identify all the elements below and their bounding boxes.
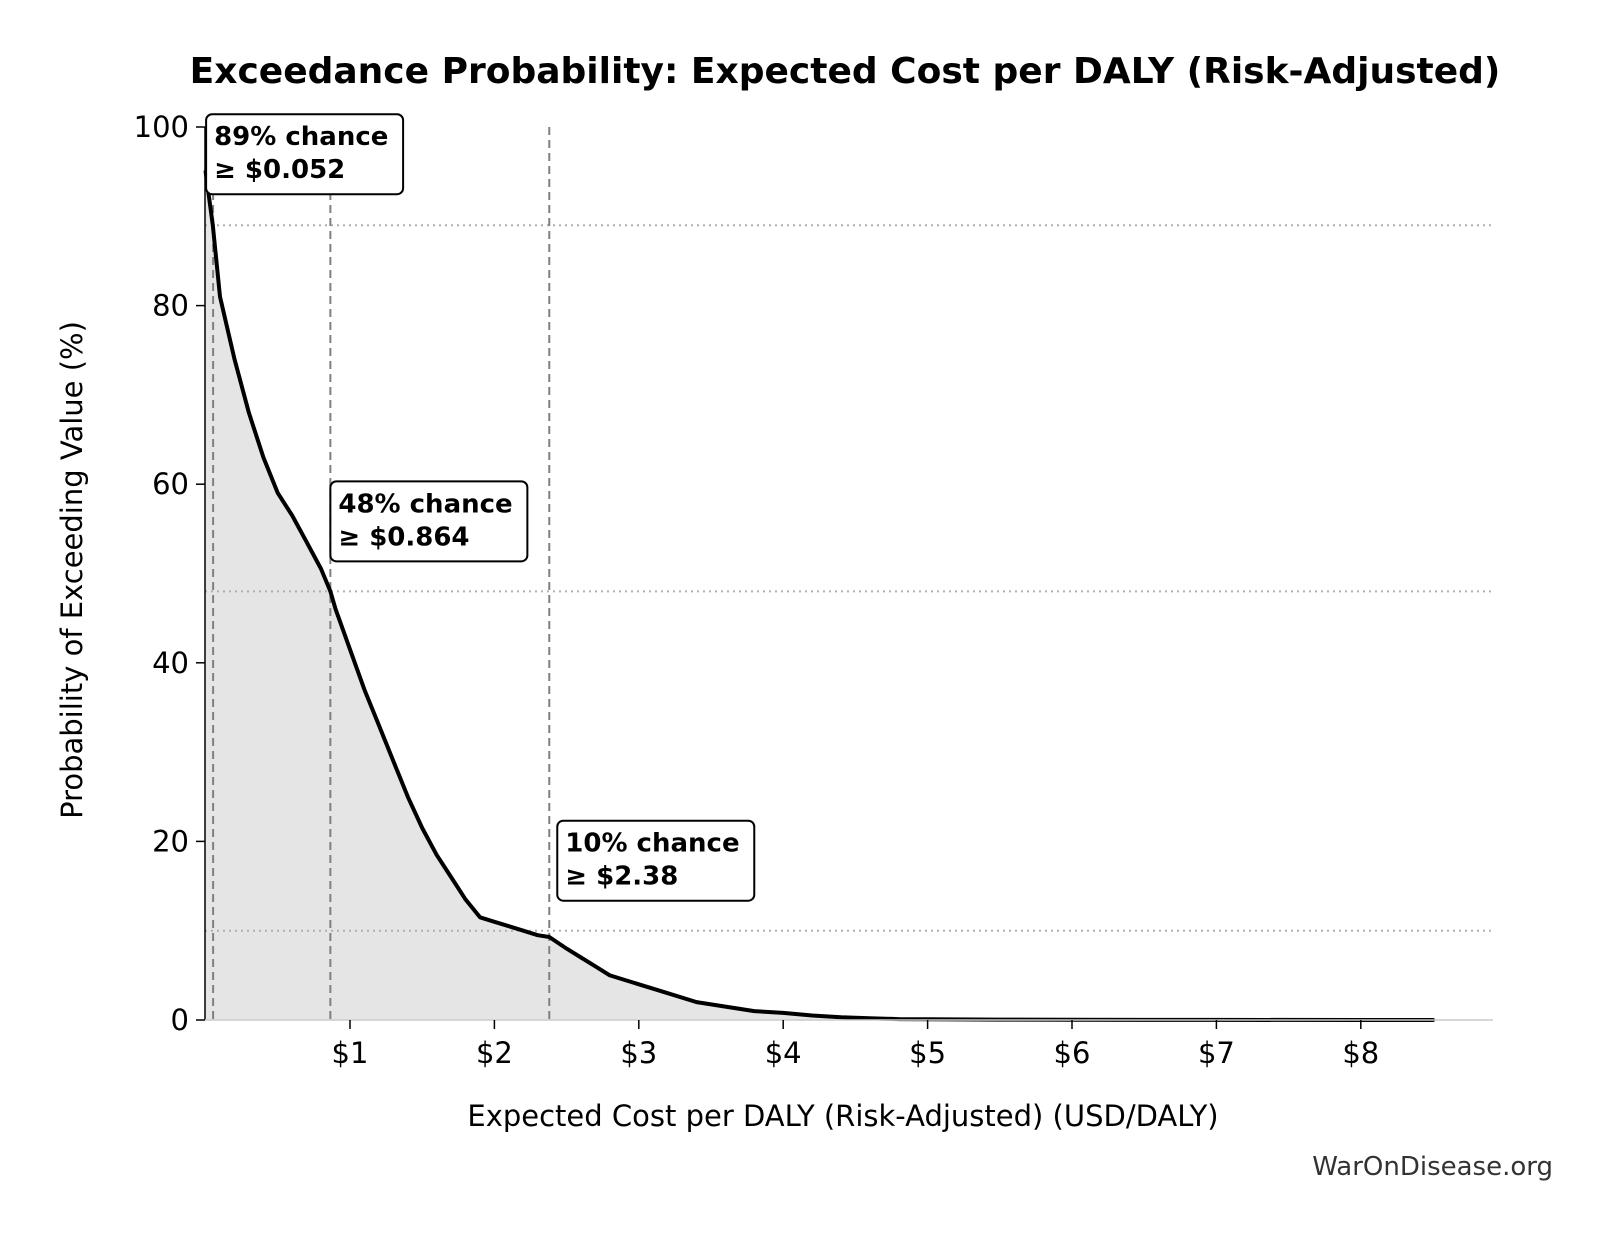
annotation-line1-2: 48% chance — [338, 489, 512, 519]
area-fill — [205, 171, 1434, 1020]
x-tick-label-1: $1 — [332, 1036, 369, 1070]
annotation-line2-2: ≥ $0.864 — [338, 522, 469, 552]
chart-title: Exceedance Probability: Expected Cost pe… — [190, 51, 1501, 92]
x-tick-label-4: $4 — [765, 1036, 802, 1070]
annotation-box-1 — [205, 113, 405, 196]
y-axis-label: Probability of Exceeding Value (%) — [55, 321, 89, 819]
y-tick-label-20: 20 — [152, 824, 189, 858]
exceedance-curve — [203, 169, 1435, 1022]
annotation-line2-1: ≥ $0.052 — [214, 155, 345, 185]
x-tick-label-5: $5 — [909, 1036, 946, 1070]
annotation-box-2 — [329, 480, 529, 563]
y-tick-label-80: 80 — [152, 289, 189, 323]
annotation-line2-3: ≥ $2.38 — [565, 862, 678, 892]
x-tick-label-7: $7 — [1198, 1036, 1235, 1070]
annotation-line1-1: 89% chance — [214, 122, 388, 152]
x-tick-label-6: $6 — [1054, 1036, 1091, 1070]
x-axis-label: Expected Cost per DALY (Risk-Adjusted) (… — [467, 1099, 1218, 1133]
annotation-box-3 — [556, 819, 756, 902]
y-tick-label-60: 60 — [152, 467, 189, 501]
y-tick-label-100: 100 — [134, 110, 189, 144]
y-tick-label-0: 0 — [171, 1003, 189, 1037]
watermark: WarOnDisease.org — [1312, 1152, 1553, 1182]
x-tick-label-3: $3 — [620, 1036, 657, 1070]
annotation-line1-3: 10% chance — [565, 829, 739, 859]
x-tick-label-2: $2 — [476, 1036, 513, 1070]
y-tick-label-40: 40 — [152, 646, 189, 680]
x-tick-label-8: $8 — [1342, 1036, 1379, 1070]
